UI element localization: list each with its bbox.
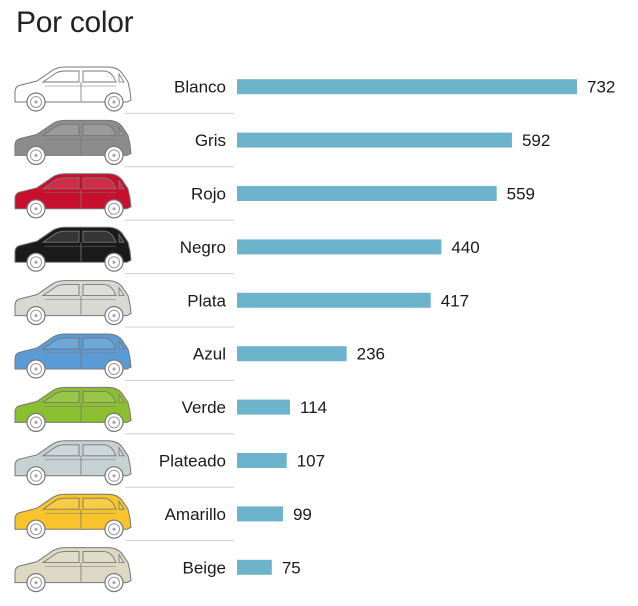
bar xyxy=(237,239,441,254)
value-label: 559 xyxy=(507,185,535,204)
value-label: 236 xyxy=(357,345,385,364)
value-label: 592 xyxy=(522,131,550,150)
bar xyxy=(237,79,577,94)
bar xyxy=(237,400,290,415)
bar xyxy=(237,133,512,148)
car-icon xyxy=(15,441,131,485)
bar xyxy=(237,506,283,521)
car-icon xyxy=(15,67,131,111)
category-label: Plateado xyxy=(159,452,226,471)
bar xyxy=(237,453,287,468)
bar xyxy=(237,560,272,575)
bar xyxy=(237,186,497,201)
category-label: Amarillo xyxy=(165,505,226,524)
bar xyxy=(237,293,431,308)
category-label: Azul xyxy=(193,345,226,364)
car-icon xyxy=(15,174,131,218)
category-label: Gris xyxy=(195,131,226,150)
bar xyxy=(237,346,347,361)
value-label: 99 xyxy=(293,505,312,524)
car-icon xyxy=(15,548,131,592)
category-label: Verde xyxy=(182,398,226,417)
value-label: 417 xyxy=(441,291,469,310)
value-label: 732 xyxy=(587,78,615,97)
car-icon xyxy=(15,281,131,325)
value-label: 75 xyxy=(282,558,301,577)
car-icon xyxy=(15,227,131,271)
category-label: Rojo xyxy=(191,185,226,204)
car-icon xyxy=(15,387,131,431)
value-label: 114 xyxy=(300,398,327,417)
category-label: Beige xyxy=(183,558,226,577)
category-label: Plata xyxy=(187,291,226,310)
car-icon xyxy=(15,120,131,164)
category-label: Negro xyxy=(180,238,226,257)
value-label: 440 xyxy=(451,238,479,257)
category-label: Blanco xyxy=(174,78,226,97)
value-label: 107 xyxy=(297,452,325,471)
car-icon xyxy=(15,494,131,538)
car-icon xyxy=(15,334,131,378)
